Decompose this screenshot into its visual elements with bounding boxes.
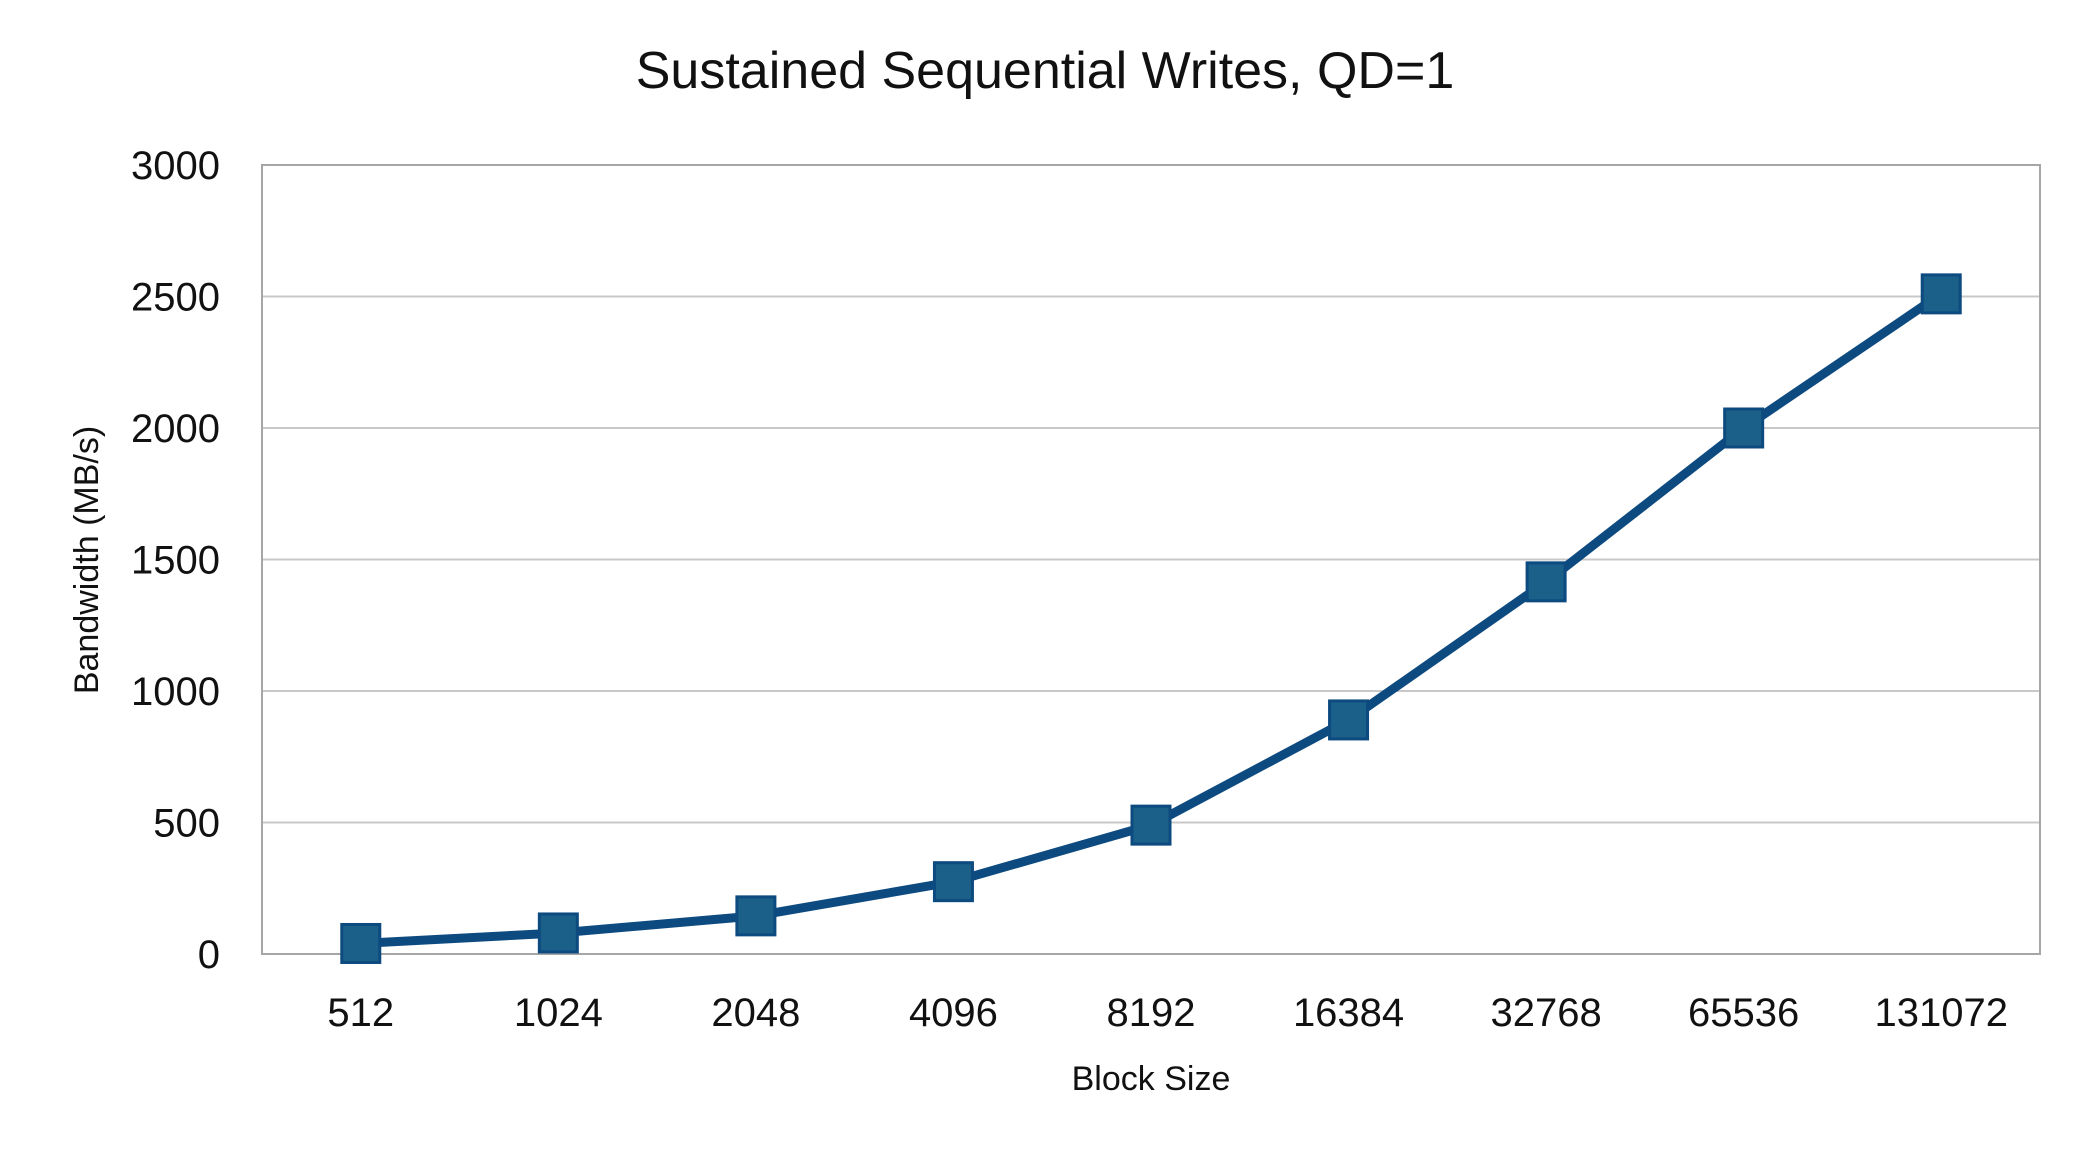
y-tick-label: 0 — [198, 933, 220, 977]
x-tick-label: 4096 — [909, 991, 998, 1035]
y-tick-label: 1000 — [131, 670, 220, 714]
y-tick-label: 1500 — [131, 539, 220, 583]
data-point-marker — [1920, 273, 1962, 315]
x-axis-ticks: 512 1024 2048 4096 8192 16384 32768 65536 131072 — [327, 991, 2008, 1035]
x-tick-label: 131072 — [1874, 991, 2007, 1035]
data-point-marker — [1130, 804, 1172, 846]
x-tick-label: 65536 — [1688, 991, 1799, 1035]
y-axis-ticks: 0 500 1000 1500 2000 2500 3000 — [131, 144, 220, 977]
x-tick-label: 2048 — [711, 991, 800, 1035]
x-tick-label: 32768 — [1490, 991, 1601, 1035]
x-tick-label: 512 — [327, 991, 394, 1035]
data-point-marker — [932, 861, 974, 903]
data-point-marker — [1723, 407, 1765, 449]
data-point-marker — [1525, 561, 1567, 603]
chart-title: Sustained Sequential Writes, QD=1 — [636, 42, 1455, 100]
x-tick-label: 8192 — [1107, 991, 1196, 1035]
series-line — [356, 289, 1946, 948]
series-layer — [340, 273, 1962, 964]
y-tick-label: 3000 — [131, 144, 220, 188]
data-point-marker — [340, 922, 382, 964]
data-point-marker — [537, 912, 579, 954]
x-tick-label: 1024 — [514, 991, 603, 1035]
data-point-marker — [735, 895, 777, 937]
data-point-marker — [1328, 699, 1370, 741]
y-tick-label: 500 — [153, 802, 220, 846]
y-axis-title: Bandwidth (MB/s) — [68, 426, 106, 694]
x-tick-label: 16384 — [1293, 991, 1404, 1035]
gridlines — [262, 295, 2040, 824]
plot-area-frame — [261, 164, 2041, 955]
x-axis-title: Block Size — [1072, 1060, 1231, 1098]
y-tick-label: 2500 — [131, 276, 220, 320]
y-tick-label: 2000 — [131, 407, 220, 451]
